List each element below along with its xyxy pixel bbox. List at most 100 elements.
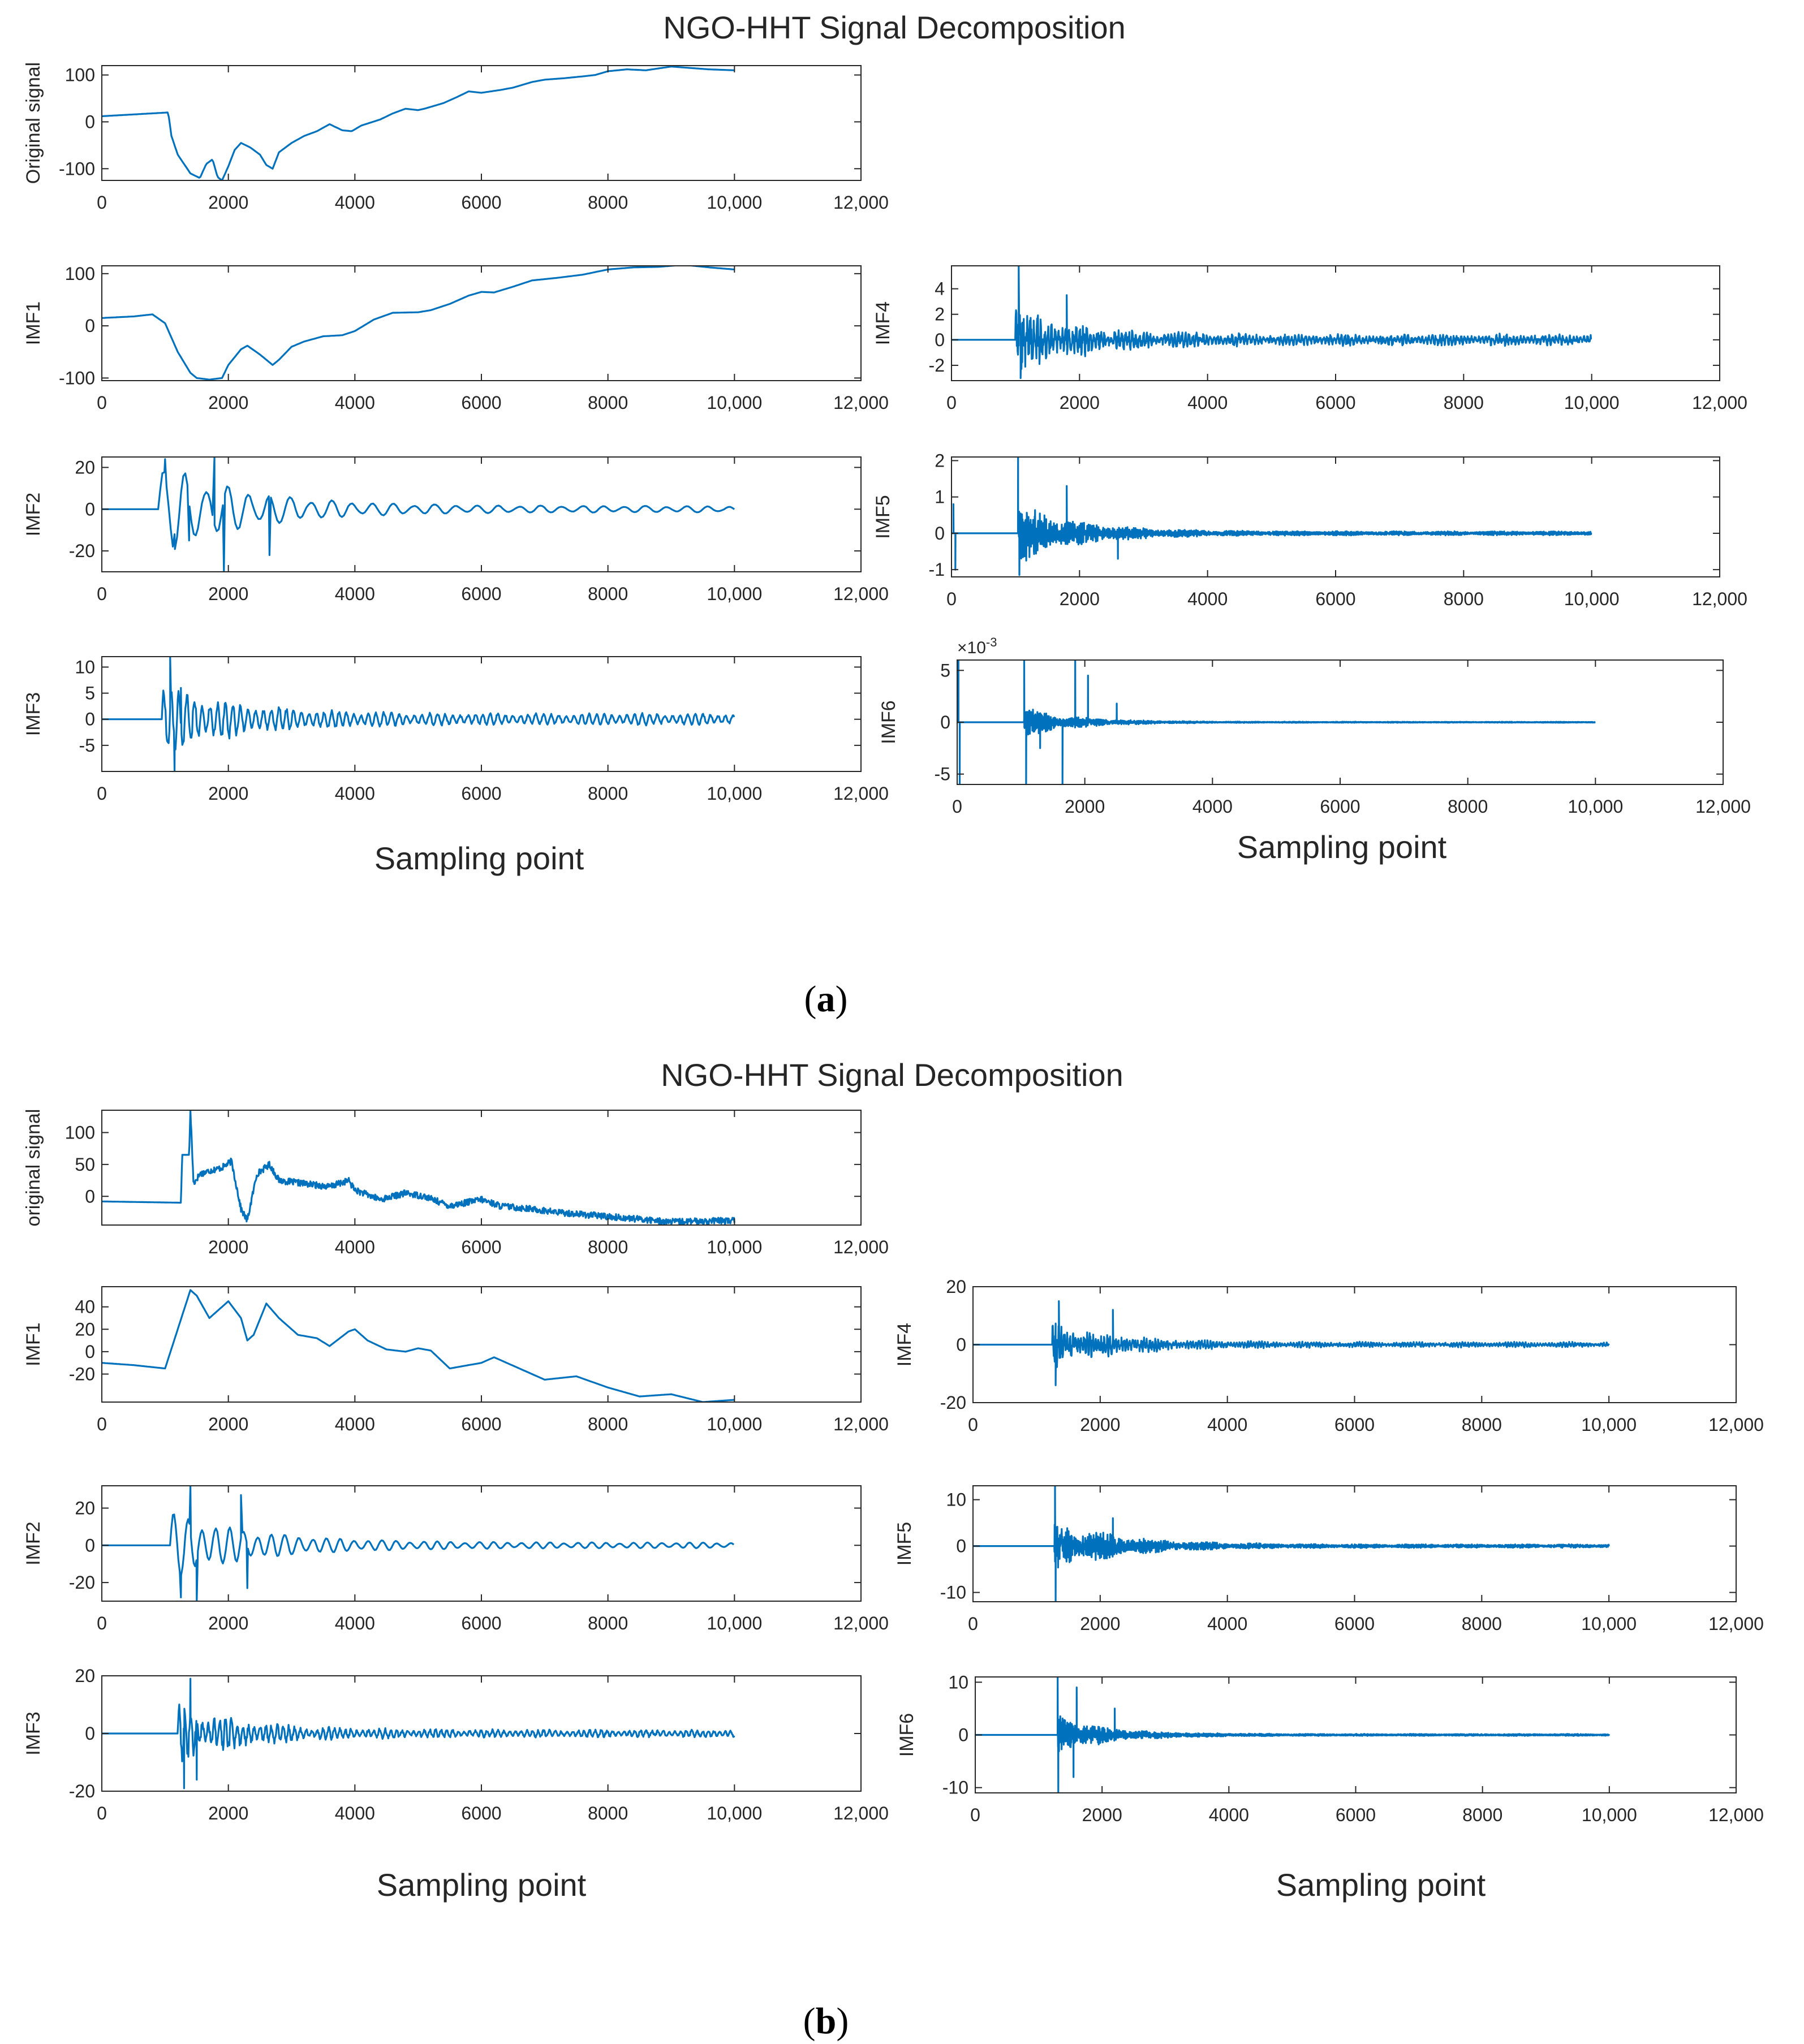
x-tick-label: 2000	[208, 192, 248, 213]
x-tick-label: 8000	[1462, 1805, 1502, 1825]
x-tick-label: 2000	[1082, 1805, 1122, 1825]
subplot-a-imf6: 0 2000 4000 6000 8000 10,000 12,000-505IMF6×10…	[878, 635, 1751, 817]
y-tick-label: -10	[942, 1778, 968, 1798]
subplot-b-original-signal: 2000 4000 6000 8000 10,000 12,000 0 50 100 origin…	[23, 1109, 889, 1257]
y-tick-label: -20	[69, 1364, 95, 1384]
series-line-b-imf6	[975, 1677, 1611, 1793]
y-axis-label: IMF1	[23, 301, 44, 345]
y-tick-label: -20	[69, 541, 95, 561]
y-tick-label: 0	[940, 712, 950, 732]
x-tick-label: 6000	[461, 192, 501, 213]
x-tick-label: 6000	[1315, 393, 1355, 413]
x-tick-label: 12,000	[1692, 393, 1747, 413]
x-tick-label: 12,000	[1695, 796, 1751, 817]
y-tick-label: 20	[75, 457, 95, 477]
y-exponent-base: ×10	[957, 639, 986, 657]
x-tick-label: 0	[970, 1805, 980, 1825]
x-tick-label: 4000	[1209, 1805, 1249, 1825]
panel-b-caption-close: )	[836, 2000, 849, 2042]
x-tick-label: 6000	[461, 783, 501, 804]
x-tick-label: 12,000	[833, 783, 889, 804]
x-tick-label: 2000	[208, 1237, 248, 1257]
x-tick-label: 0	[97, 783, 107, 804]
y-exponent-power: -3	[986, 635, 997, 649]
subplot-a-imf2: 0 2000 4000 6000 8000 10,000 12,000 -20 0 20 IMF2	[23, 456, 889, 604]
panel-b-left-xlabel: Sampling point	[377, 1867, 587, 1903]
x-tick-label: 0	[97, 1613, 107, 1633]
panel-b-caption-letter: b	[816, 2000, 837, 2042]
panel-a-right-xlabel: Sampling point	[1237, 829, 1447, 865]
y-tick-label: 0	[956, 1536, 966, 1556]
x-tick-label: 2000	[1060, 589, 1100, 609]
x-tick-label: 8000	[588, 1237, 628, 1257]
x-tick-label: 10,000	[707, 584, 762, 604]
y-tick-label: 0	[935, 523, 945, 544]
y-tick-label: -10	[940, 1582, 966, 1603]
subplot-a-original-signal: 0 2000 4000 6000 8000 10,000 12,000-1000100Ori…	[23, 62, 889, 213]
panel-b-caption-open: (	[803, 2000, 816, 2042]
x-tick-label: 2000	[208, 393, 248, 413]
x-tick-label: 4000	[335, 1613, 375, 1633]
series-line-a-imf2	[102, 457, 735, 572]
x-tick-label: 12,000	[833, 584, 889, 604]
x-tick-label: 10,000	[707, 1237, 762, 1257]
x-tick-label: 2000	[208, 1803, 248, 1823]
x-tick-label: 0	[946, 393, 957, 413]
x-tick-label: 8000	[1462, 1614, 1502, 1634]
x-tick-label: 4000	[335, 783, 375, 804]
panel-a-caption-close: )	[836, 978, 848, 1020]
x-tick-label: 12,000	[833, 1414, 889, 1434]
subplot-a-imf3: 0 2000 4000 6000 8000 10,000 12,000 -5 0 5 10 IMF3	[23, 656, 889, 804]
x-tick-label: 8000	[1462, 1415, 1502, 1435]
x-tick-label: 8000	[1444, 589, 1484, 609]
x-tick-label: 12,000	[833, 1613, 889, 1633]
y-tick-label: 2	[935, 304, 945, 325]
y-tick-label: -2	[929, 355, 945, 376]
series-line-b-imf2	[102, 1486, 735, 1601]
y-tick-label: 4	[935, 279, 945, 299]
axes-layer: 0 2000 4000 6000 8000 10,000 12,000-1000100Ori…	[23, 62, 1764, 1825]
y-axis-label: IMF5	[894, 1522, 915, 1566]
y-axis-label: IMF6	[878, 700, 899, 744]
x-tick-label: 0	[97, 1803, 107, 1823]
x-tick-label: 12,000	[1708, 1415, 1764, 1435]
series-line-a-imf1	[102, 266, 735, 381]
x-tick-label: 10,000	[1581, 1614, 1637, 1634]
y-tick-label: 0	[85, 111, 95, 132]
y-tick-label: 20	[75, 1666, 95, 1686]
y-axis-label: IMF3	[23, 692, 44, 736]
x-tick-label: 8000	[1448, 796, 1488, 817]
x-tick-label: 12,000	[1708, 1805, 1764, 1825]
x-tick-label: 6000	[1334, 1614, 1375, 1634]
y-tick-label: 0	[85, 1535, 95, 1555]
x-tick-label: 8000	[588, 1803, 628, 1823]
x-tick-label: 2000	[1080, 1415, 1120, 1435]
x-tick-label: 10,000	[707, 1414, 762, 1434]
x-tick-label: 8000	[588, 584, 628, 604]
subplot-a-imf1: 0 2000 4000 6000 8000 10,000 12,000-1000100IMF…	[23, 264, 889, 413]
panel-a-annotations: NGO-HHT Signal Decomposition Sampling po…	[374, 10, 1447, 1020]
x-tick-label: 0	[968, 1614, 978, 1634]
y-axis-label: IMF2	[23, 493, 44, 536]
x-tick-label: 6000	[1320, 796, 1360, 817]
x-tick-label: 0	[97, 1414, 107, 1434]
x-tick-label: 8000	[588, 192, 628, 213]
axes-box-b-imf1	[101, 1286, 862, 1403]
y-tick-label: 0	[85, 709, 95, 730]
x-tick-label: 2000	[1080, 1614, 1120, 1634]
x-tick-label: 0	[97, 584, 107, 604]
x-tick-label: 2000	[208, 584, 248, 604]
y-tick-label: -100	[59, 368, 95, 388]
x-tick-label: 2000	[1060, 393, 1100, 413]
axes-box-a-imf1	[101, 265, 862, 381]
x-tick-label: 8000	[588, 1414, 628, 1434]
y-tick-label: -1	[929, 559, 945, 580]
y-tick-label: 20	[75, 1498, 95, 1518]
x-tick-label: 12,000	[1692, 589, 1747, 609]
x-tick-label: 2000	[208, 1613, 248, 1633]
x-tick-label: 6000	[1336, 1805, 1376, 1825]
